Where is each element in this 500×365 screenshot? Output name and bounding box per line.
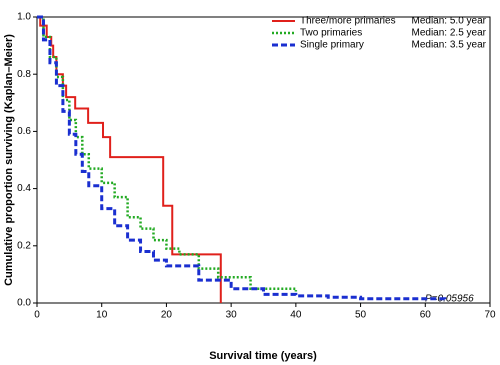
legend-label: Single primary <box>300 40 364 51</box>
y-tick-label: 0.4 <box>17 183 31 194</box>
y-tick-label: 0.0 <box>17 298 31 309</box>
legend-median: Median: 5.0 year <box>412 16 487 27</box>
y-axis-title: Cumulative proportion surviving (Kaplan–… <box>3 34 15 286</box>
x-tick-label: 0 <box>34 310 40 321</box>
y-tick-label: 1.0 <box>17 12 31 23</box>
survival-curve <box>37 15 447 301</box>
x-axis-title: Survival time (years) <box>209 350 317 362</box>
plot-frame <box>36 16 491 304</box>
x-tick-label: 70 <box>484 310 496 321</box>
x-tick-label: 20 <box>161 310 173 321</box>
x-tick-label: 10 <box>96 310 108 321</box>
survival-curve <box>37 16 222 303</box>
y-tick-label: 0.2 <box>17 240 31 251</box>
legend-label: Two primaries <box>300 28 362 39</box>
x-tick-label: 30 <box>226 310 238 321</box>
survival-curve <box>37 15 298 292</box>
legend-median: Median: 2.5 year <box>412 28 487 39</box>
legend-median: Median: 3.5 year <box>412 40 487 51</box>
x-tick-label: 40 <box>290 310 302 321</box>
x-tick-label: 60 <box>420 310 432 321</box>
p-value: P=0.05956 <box>425 294 474 305</box>
legend-label: Three/more primaries <box>300 16 396 27</box>
y-tick-label: 0.8 <box>17 69 31 80</box>
y-tick-label: 0.6 <box>17 126 31 137</box>
x-tick-label: 50 <box>355 310 367 321</box>
